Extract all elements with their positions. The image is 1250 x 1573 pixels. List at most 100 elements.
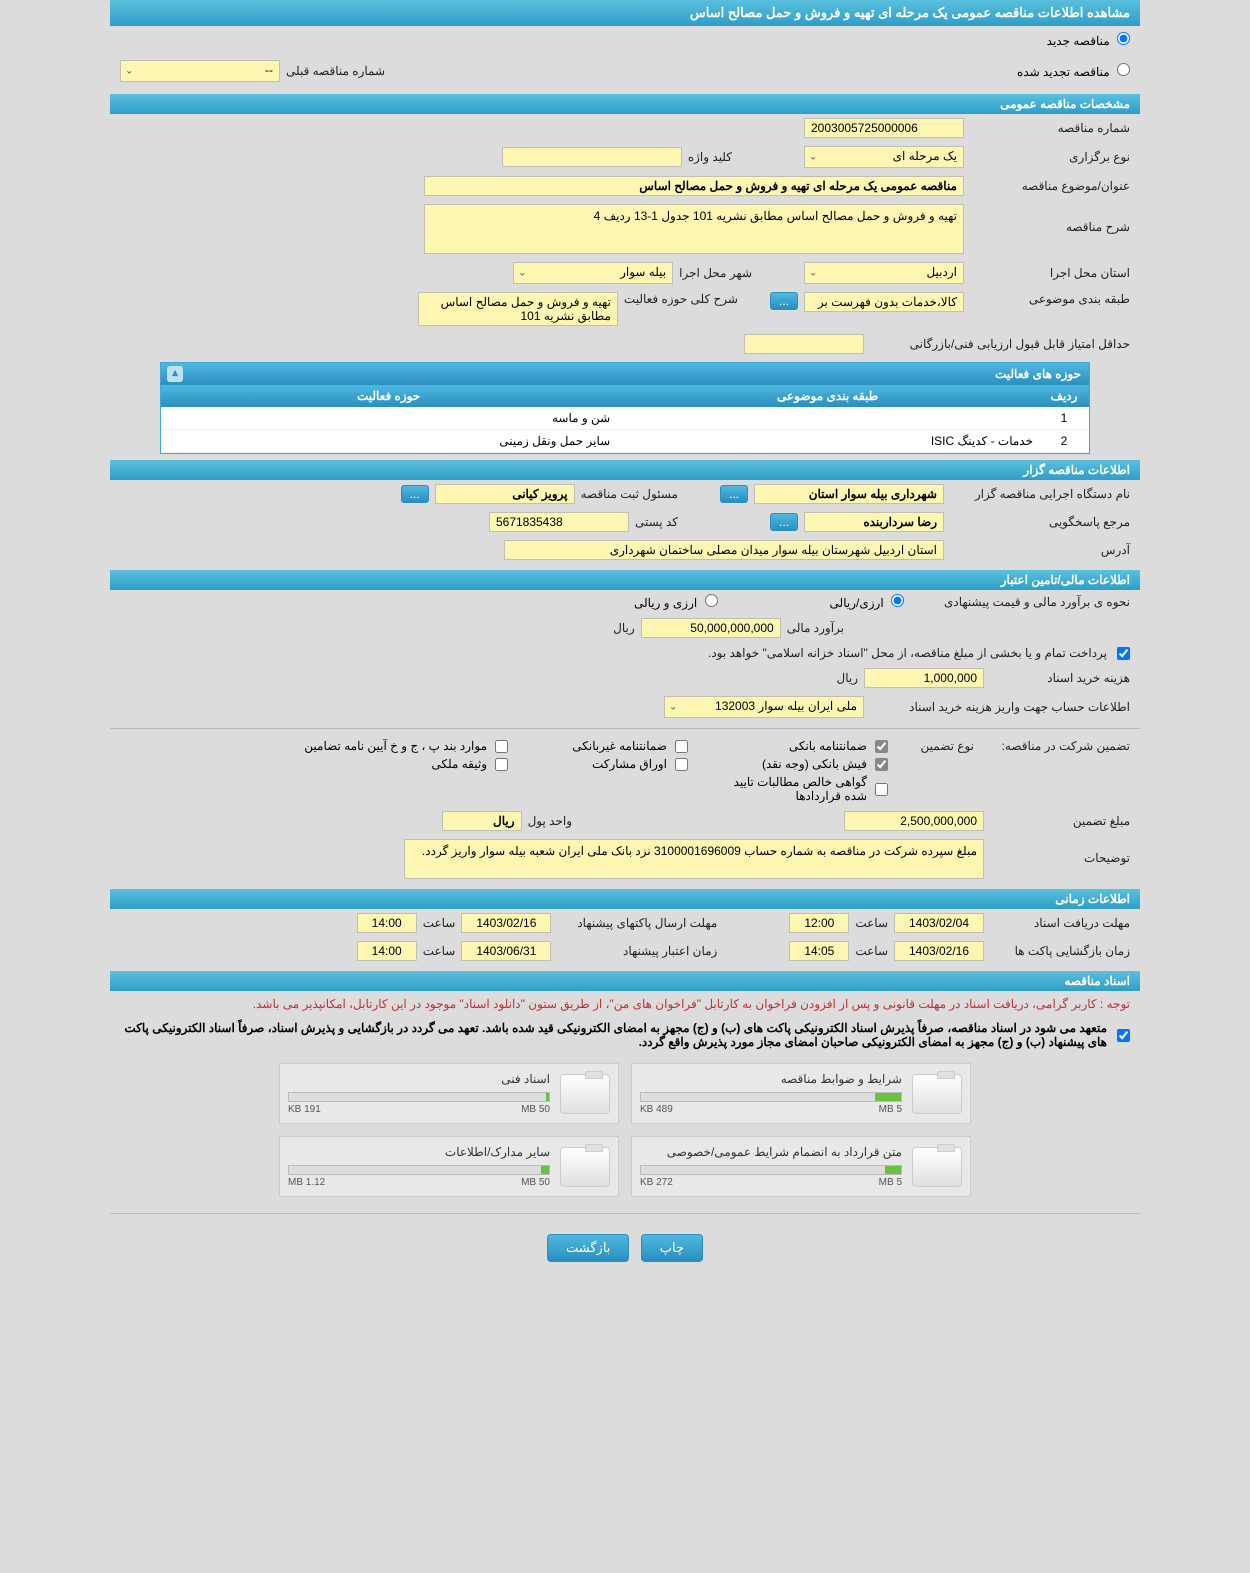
radio-new-tender[interactable]: مناقصه جدید — [1047, 32, 1130, 48]
validity-time: 14:00 — [357, 941, 417, 961]
row-min-score: حداقل امتیاز قابل قبول ارزیابی فنی/بازرگ… — [110, 330, 1140, 358]
officer-field: پرویز کیانی — [435, 484, 575, 504]
receive-time: 12:00 — [789, 913, 849, 933]
province-select[interactable]: اردبیل⌄ — [804, 262, 964, 284]
doc-used: 489 KB — [640, 1104, 673, 1115]
keyword-field[interactable] — [502, 147, 682, 167]
row-desc: شرح مناقصه تهیه و فروش و حمل مصالح اساس … — [110, 200, 1140, 258]
tender-type-row2: مناقصه تجدید شده شماره مناقصه قبلی --⌄ — [110, 54, 1140, 88]
guarantee-item[interactable]: موارد بند پ ، ج و خ آیین نامه تضامین — [288, 739, 508, 753]
postal-field: 5671835438 — [489, 512, 629, 532]
guarantee-checkbox[interactable] — [495, 758, 508, 771]
row-category: طبقه بندی موضوعی کالا،خدمات بدون فهرست ب… — [110, 288, 1140, 330]
doc-progress — [640, 1092, 902, 1102]
doc-card[interactable]: سایر مدارک/اطلاعات 50 MB1.12 MB — [279, 1136, 619, 1197]
row-guarantee-amount: مبلغ تضمین 2,500,000,000 واحد پول ریال — [110, 807, 1140, 835]
guarantee-checkbox[interactable] — [675, 758, 688, 771]
doc-cost-field: 1,000,000 — [864, 668, 984, 688]
guarantee-label: موارد بند پ ، ج و خ آیین نامه تضامین — [304, 739, 487, 753]
th-scope: حوزه فعالیت — [161, 385, 616, 407]
doc-progress — [288, 1165, 550, 1175]
subject-field: مناقصه عمومی یک مرحله ای تهیه و فروش و ح… — [424, 176, 964, 196]
validity-date: 1403/06/31 — [461, 941, 551, 961]
doc-limit: 50 MB — [521, 1177, 550, 1188]
send-label: مهلت ارسال پاکتهای پیشنهاد — [557, 916, 717, 930]
print-button[interactable]: چاپ — [641, 1234, 703, 1262]
category-label: طبقه بندی موضوعی — [970, 292, 1130, 306]
folder-icon — [560, 1147, 610, 1187]
receive-label: مهلت دریافت اسناد — [990, 916, 1130, 930]
category-browse-button[interactable]: ... — [770, 292, 798, 310]
guarantee-item[interactable]: ضمانتنامه بانکی — [708, 739, 888, 753]
officer-label: مسئول ثبت مناقصه — [581, 487, 678, 501]
guarantee-checkbox[interactable] — [675, 740, 688, 753]
guarantee-item[interactable]: وثیقه ملکی — [288, 757, 508, 771]
unit-label: واحد پول — [528, 814, 572, 828]
account-select[interactable]: ملی ایران بیله سوار 132003⌄ — [664, 696, 864, 718]
doc-progress — [640, 1165, 902, 1175]
table-row: 2 خدمات - کدینگ ISIC سایر حمل ونقل زمینی — [161, 430, 1089, 453]
city-select[interactable]: بیله سوار⌄ — [513, 262, 673, 284]
radio-rial[interactable]: ارزی/ریالی — [830, 594, 904, 610]
radio-both[interactable]: ارزی و ریالی — [634, 594, 718, 610]
doc-card[interactable]: شرایط و ضوابط مناقصه 5 MB489 KB — [631, 1063, 971, 1124]
scope-label: شرح کلی حوزه فعالیت — [624, 292, 738, 306]
hold-type-select[interactable]: یک مرحله ای⌄ — [804, 146, 964, 168]
doc-title: اسناد فنی — [288, 1072, 550, 1086]
guarantee-checkbox[interactable] — [875, 783, 888, 796]
activity-table: ردیف طبقه بندی موضوعی حوزه فعالیت 1 شن و… — [161, 385, 1089, 453]
guarantee-item[interactable]: گواهی خالص مطالبات تایید شده قراردادها — [708, 775, 888, 803]
doc-cost-label: هزینه خرید اسناد — [990, 671, 1130, 685]
section-timing: اطلاعات زمانی — [110, 889, 1140, 909]
docs-grid: شرایط و ضوابط مناقصه 5 MB489 KB اسناد فن… — [110, 1053, 1140, 1207]
row-location: استان محل اجرا اردبیل⌄ شهر محل اجرا بیله… — [110, 258, 1140, 288]
guarantee-label: تضمین شرکت در مناقصه: — [980, 739, 1130, 753]
cell-scope: سایر حمل ونقل زمینی — [161, 430, 616, 453]
rial-unit: ریال — [613, 621, 635, 635]
time-label3: ساعت — [855, 944, 888, 958]
doc-card[interactable]: متن قرارداد به انضمام شرایط عمومی/خصوصی … — [631, 1136, 971, 1197]
org-field: شهرداری بیله سوار استان — [754, 484, 944, 504]
guarantee-amount-label: مبلغ تضمین — [990, 814, 1130, 828]
doc-card[interactable]: اسناد فنی 50 MB191 KB — [279, 1063, 619, 1124]
table-row: 1 شن و ماسه — [161, 407, 1089, 430]
row-treasury: پرداخت تمام و یا بخشی از مبلغ مناقصه، از… — [110, 642, 1140, 664]
min-score-label: حداقل امتیاز قابل قبول ارزیابی فنی/بازرگ… — [870, 337, 1130, 351]
guarantee-checkbox[interactable] — [495, 740, 508, 753]
chevron-down-icon: ⌄ — [669, 702, 677, 713]
notes-label: توضیحات — [990, 839, 1130, 865]
guarantee-item[interactable]: اوراق مشارکت — [528, 757, 688, 771]
prev-tender-label: شماره مناقصه قبلی — [286, 64, 385, 78]
doc-progress — [288, 1092, 550, 1102]
open-label: زمان بازگشایی پاکت ها — [990, 944, 1130, 958]
guarantee-label: اوراق مشارکت — [592, 757, 667, 771]
guarantee-checkbox[interactable] — [875, 740, 888, 753]
pledge-checkbox[interactable] — [1117, 1029, 1130, 1042]
prev-tender-select[interactable]: --⌄ — [120, 60, 280, 82]
guarantee-item[interactable]: فیش بانکی (وجه نقد) — [708, 757, 888, 771]
guarantee-label: فیش بانکی (وجه نقد) — [762, 757, 867, 771]
account-label: اطلاعات حساب جهت واریز هزینه خرید اسناد — [870, 700, 1130, 714]
postal-label: کد پستی — [635, 515, 678, 529]
receive-date: 1403/02/04 — [894, 913, 984, 933]
th-row: ردیف — [1039, 385, 1089, 407]
respondent-browse-button[interactable]: ... — [770, 513, 798, 531]
respondent-field: رضا سرداربنده — [804, 512, 944, 532]
treasury-checkbox[interactable] — [1117, 647, 1130, 660]
row-tender-no: شماره مناقصه 2003005725000006 — [110, 114, 1140, 142]
back-button[interactable]: بازگشت — [547, 1234, 629, 1262]
org-browse-button[interactable]: ... — [720, 485, 748, 503]
radio-renewed-tender[interactable]: مناقصه تجدید شده — [1017, 63, 1130, 79]
notes-field: مبلغ سپرده شرکت در مناقصه به شماره حساب … — [404, 839, 984, 879]
treasury-label: پرداخت تمام و یا بخشی از مبلغ مناقصه، از… — [708, 646, 1107, 660]
guarantee-label: ضمانتنامه بانکی — [789, 739, 867, 753]
collapse-icon[interactable]: ▴ — [167, 366, 183, 382]
min-score-field[interactable] — [744, 334, 864, 354]
folder-icon — [912, 1147, 962, 1187]
officer-browse-button[interactable]: ... — [401, 485, 429, 503]
guarantee-checkbox[interactable] — [875, 758, 888, 771]
guarantee-item[interactable]: ضمانتنامه غیربانکی — [528, 739, 688, 753]
row-notes: توضیحات مبلغ سپرده شرکت در مناقصه به شما… — [110, 835, 1140, 883]
doc-limit: 50 MB — [521, 1104, 550, 1115]
time-label2: ساعت — [423, 916, 456, 930]
